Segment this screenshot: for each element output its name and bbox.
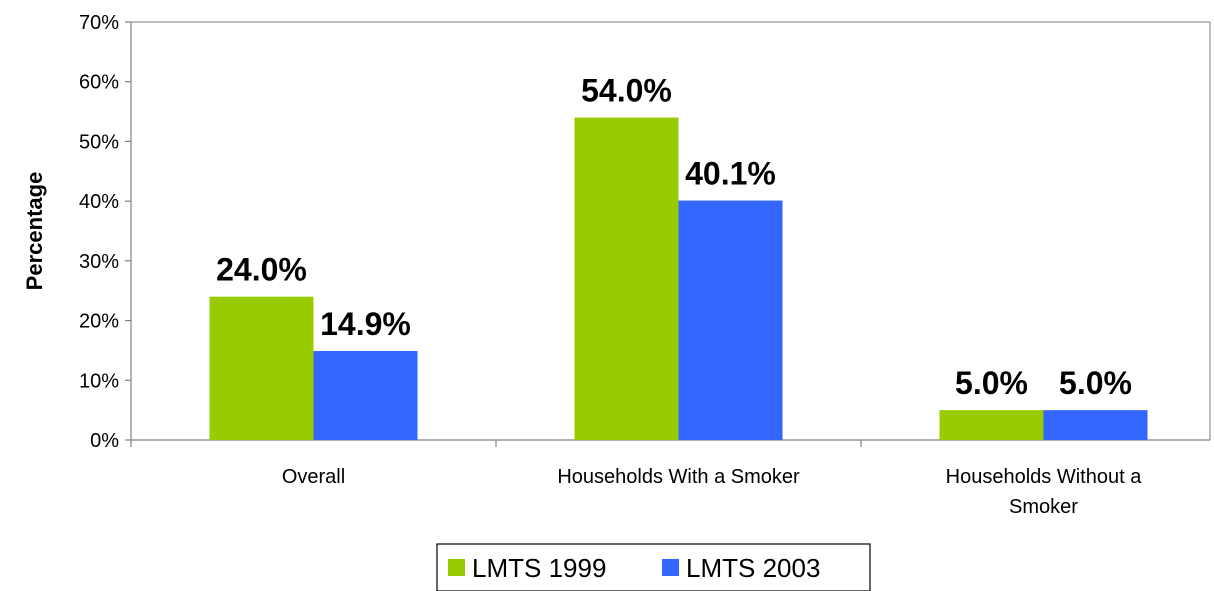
- x-axis: Overall Households With a Smoker Household…: [130, 439, 1210, 518]
- data-label: 14.9%: [320, 306, 411, 342]
- legend-label: LMTS 2003: [686, 553, 820, 583]
- legend-box: [436, 543, 871, 591]
- legend-label: LMTS 1999: [472, 553, 606, 583]
- y-tick-label: 60%: [79, 72, 119, 94]
- bar-lmts-1999: [939, 410, 1044, 440]
- y-tick-label: 20%: [79, 311, 119, 333]
- data-label: 5.0%: [1059, 365, 1132, 401]
- legend-swatch: [448, 559, 465, 576]
- legend-swatch: [662, 559, 679, 576]
- x-category-label: Overall: [282, 466, 345, 488]
- x-category-label: Smoker: [1009, 496, 1078, 518]
- data-labels: 24.0% 14.9% 54.0% 40.1% 5.0% 5.0%: [216, 73, 1132, 402]
- data-label: 5.0%: [955, 365, 1028, 401]
- data-label: 24.0%: [216, 252, 307, 288]
- y-axis-title: Percentage: [22, 172, 47, 291]
- bar-lmts-1999: [209, 296, 314, 440]
- bar-lmts-2003: [678, 200, 783, 440]
- y-tick-label: 70%: [79, 12, 119, 34]
- x-category-label: Households With a Smoker: [557, 466, 800, 488]
- bar-lmts-2003: [1043, 410, 1148, 440]
- y-tick-label: 50%: [79, 131, 119, 153]
- data-label: 54.0%: [581, 73, 672, 109]
- data-label: 40.1%: [685, 156, 776, 192]
- y-tick-label: 0%: [90, 430, 119, 452]
- bar-lmts-1999: [574, 117, 679, 441]
- legend: LMTS 1999 LMTS 2003: [436, 543, 871, 591]
- y-tick-label: 10%: [79, 370, 119, 392]
- bars: [209, 117, 1148, 441]
- y-tick-label: 40%: [79, 191, 119, 213]
- plot-area: [131, 21, 1211, 440]
- bar-lmts-2003: [313, 351, 418, 440]
- y-tick-label: 30%: [79, 251, 119, 273]
- y-axis: 0% 10% 20% 30% 40% 50% 60% 70%: [79, 12, 132, 452]
- x-category-label: Households Without a: [946, 466, 1143, 488]
